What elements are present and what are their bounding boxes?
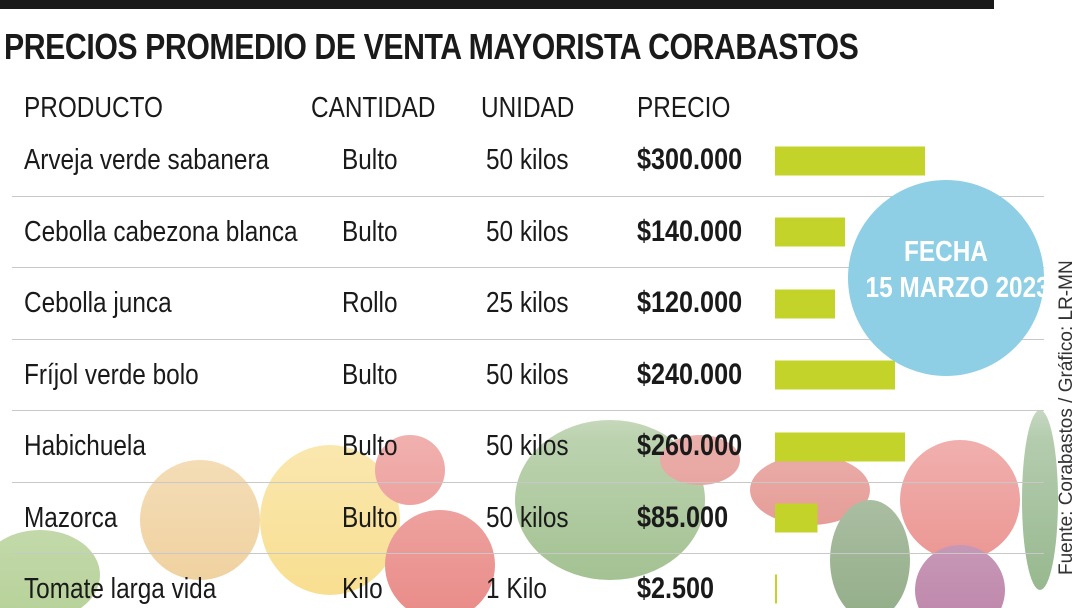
row-price: $2.500: [637, 572, 715, 605]
price-bar: [775, 360, 895, 390]
header-precio: PRECIO: [637, 92, 731, 124]
row-quantity: Bulto: [342, 430, 398, 462]
row-price: $140.000: [637, 215, 743, 248]
row-product: Mazorca: [24, 502, 118, 534]
row-divider: [12, 339, 1044, 340]
row-unit: 50 kilos: [486, 502, 569, 534]
date-badge: FECHA 15 MARZO 2023: [848, 180, 1050, 376]
row-price: $120.000: [637, 286, 743, 319]
row-price: $240.000: [637, 358, 743, 391]
row-product: Fríjol verde bolo: [24, 359, 199, 391]
row-product: Arveja verde sabanera: [24, 144, 270, 176]
price-bar: [775, 289, 835, 319]
top-rule: [0, 0, 994, 9]
row-price: $85.000: [637, 501, 729, 534]
header-cantidad: CANTIDAD: [311, 92, 436, 124]
source-credit: Fuente: Corabastos / Gráfico: LR-MN: [1056, 260, 1077, 575]
row-product: Cebolla junca: [24, 287, 172, 319]
price-bar: [775, 432, 905, 462]
row-quantity: Bulto: [342, 502, 398, 534]
price-bar: [775, 146, 925, 176]
row-product: Tomate larga vida: [24, 573, 217, 605]
price-bar: [775, 503, 818, 533]
badge-label: FECHA: [904, 236, 988, 268]
row-unit: 50 kilos: [486, 144, 569, 176]
price-bar: [775, 217, 845, 247]
row-divider: [12, 267, 1044, 268]
row-quantity: Bulto: [342, 144, 398, 176]
row-quantity: Bulto: [342, 216, 398, 248]
row-divider: [12, 410, 1044, 411]
badge-date: 15 MARZO 2023: [865, 272, 1050, 304]
row-divider: [12, 196, 1044, 197]
row-quantity: Kilo: [342, 573, 383, 605]
row-quantity: Rollo: [342, 287, 398, 319]
row-unit: 25 kilos: [486, 287, 569, 319]
row-unit: 50 kilos: [486, 359, 569, 391]
header-producto: PRODUCTO: [24, 92, 163, 124]
row-unit: 50 kilos: [486, 216, 569, 248]
row-product: Habichuela: [24, 430, 146, 462]
row-divider: [12, 553, 1044, 554]
row-unit: 50 kilos: [486, 430, 569, 462]
row-divider: [12, 482, 1044, 483]
chart-title: PRECIOS PROMEDIO DE VENTA MAYORISTA CORA…: [4, 26, 859, 67]
row-product: Cebolla cabezona blanca: [24, 216, 298, 248]
row-price: $260.000: [637, 429, 743, 462]
row-price: $300.000: [637, 143, 743, 176]
row-unit: 1 Kilo: [486, 573, 547, 605]
header-unidad: UNIDAD: [481, 92, 575, 124]
row-quantity: Bulto: [342, 359, 398, 391]
price-bar: [775, 574, 777, 604]
